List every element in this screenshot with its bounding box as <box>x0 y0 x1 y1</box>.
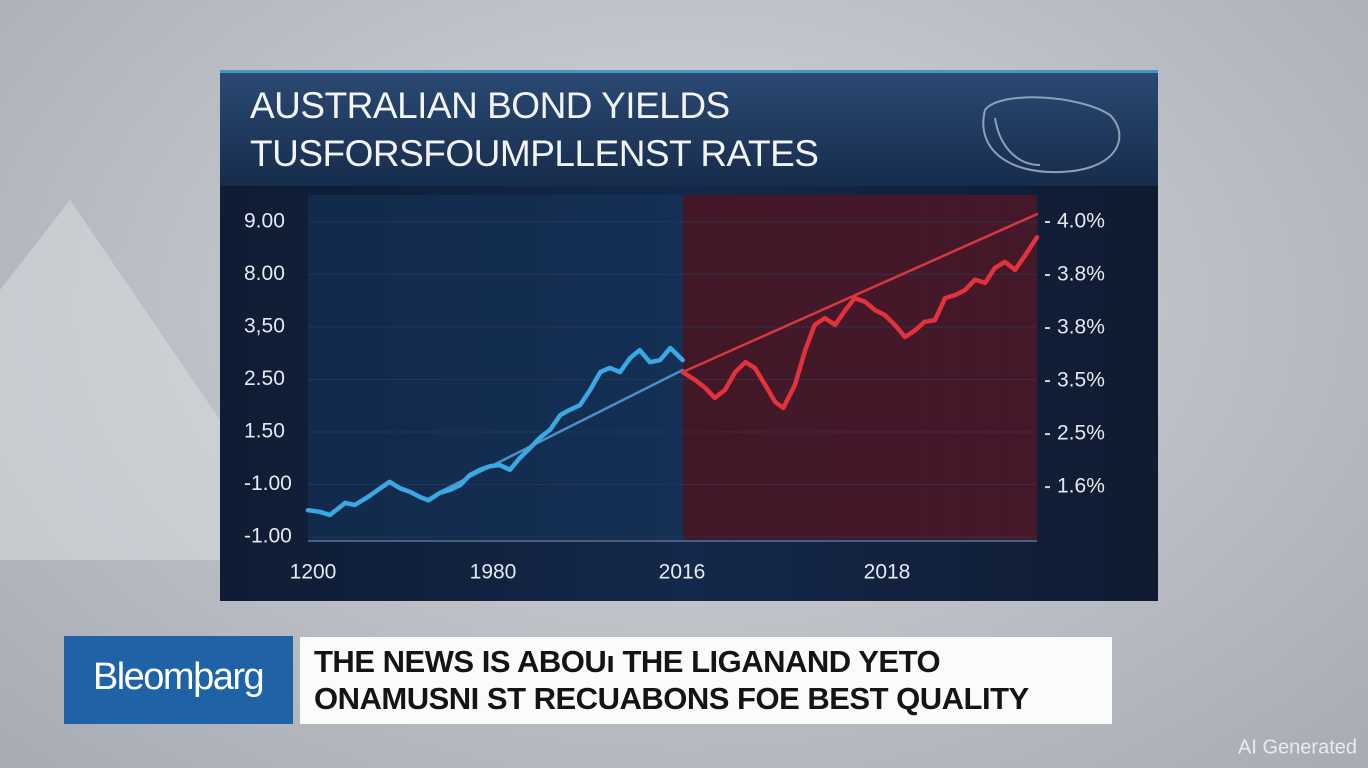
y2-tick-label: 2.5% <box>1057 422 1105 445</box>
logo-box <box>64 636 293 724</box>
header-edge <box>220 70 1158 73</box>
chart-subtitle: TUSFORSFOUMPLLENST RATES <box>250 133 818 174</box>
x-tick-label: 2016 <box>659 561 706 584</box>
headline-line: THE NEWS IS ABOUı THE LIGANAND YETO <box>314 644 940 679</box>
header-icon <box>982 96 1121 174</box>
y2-tick-label: 1.6% <box>1057 475 1105 498</box>
logo: Bleomþarg <box>93 656 263 698</box>
y-tick-label: 1.50 <box>244 420 285 443</box>
blue-region <box>308 195 683 540</box>
y2-tick-label: 4.0% <box>1057 210 1105 233</box>
x-tick-label: 1980 <box>470 561 517 584</box>
y-tick-label: 3,50 <box>244 315 285 338</box>
backdrop-shape <box>0 200 220 560</box>
data-line <box>680 234 1040 411</box>
y-tick-label: 2.50 <box>244 367 285 390</box>
data-line <box>305 345 685 518</box>
highlight-region <box>683 195 1037 540</box>
x-tick-label: 2018 <box>864 561 911 584</box>
trend-line <box>681 212 1039 374</box>
y-tick-label: -1.00 <box>244 472 292 495</box>
y2-tick-label: 3.8% <box>1057 316 1105 339</box>
headline-line: ONAMUSNI ST RECUABONS FOE BEST QUALITY <box>314 681 1030 716</box>
y2-tick-label: 3.5% <box>1057 369 1105 392</box>
y2-tick-label: 3.8% <box>1057 263 1105 286</box>
chart-header <box>220 70 1158 186</box>
y-tick-label: 9.00 <box>244 210 285 233</box>
headline-box <box>300 637 1112 724</box>
chart-title: AUSTRALIAN BOND YIELDS <box>250 85 730 126</box>
y-tick-label: 8.00 <box>244 262 285 285</box>
watermark: AI Generated <box>1238 736 1357 758</box>
y-tick-label: -1.00 <box>244 525 292 548</box>
x-tick-label: 1200 <box>290 561 337 584</box>
